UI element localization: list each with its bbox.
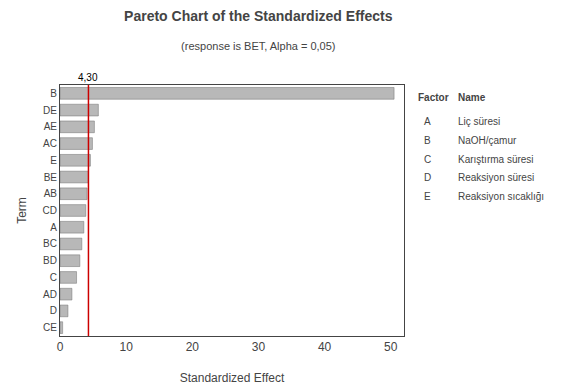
svg-text:Karıştırma süresi: Karıştırma süresi [458, 154, 534, 165]
svg-text:C: C [424, 154, 431, 165]
svg-text:Factor: Factor [418, 92, 449, 103]
svg-text:CD: CD [43, 205, 57, 216]
svg-text:E: E [424, 191, 431, 202]
svg-text:40: 40 [318, 340, 332, 354]
svg-text:Term: Term [15, 197, 29, 224]
svg-text:A: A [424, 116, 431, 127]
svg-text:B: B [424, 135, 431, 146]
svg-text:NaOH/çamur: NaOH/çamur [458, 135, 517, 146]
svg-text:DE: DE [43, 105, 57, 116]
svg-text:D: D [424, 172, 431, 183]
svg-text:CE: CE [43, 322, 57, 333]
svg-text:Pareto Chart of the Standardiz: Pareto Chart of the Standardized Effects [124, 8, 393, 24]
svg-text:D: D [50, 305, 57, 316]
svg-text:E: E [50, 155, 57, 166]
svg-text:Standardized Effect: Standardized Effect [180, 371, 285, 385]
svg-text:BD: BD [43, 255, 57, 266]
svg-text:BC: BC [43, 238, 57, 249]
svg-text:AE: AE [44, 121, 58, 132]
svg-text:10: 10 [119, 340, 133, 354]
svg-text:AB: AB [44, 188, 58, 199]
svg-text:50: 50 [384, 340, 398, 354]
svg-text:4,30: 4,30 [78, 72, 98, 83]
svg-text:0: 0 [57, 340, 64, 354]
svg-text:Reaksiyon sıcaklığı: Reaksiyon sıcaklığı [458, 191, 544, 202]
svg-text:B: B [50, 88, 57, 99]
svg-text:Reaksiyon süresi: Reaksiyon süresi [458, 172, 534, 183]
svg-text:A: A [50, 222, 57, 233]
svg-text:(response is BET, Alpha = 0,05: (response is BET, Alpha = 0,05) [181, 40, 335, 52]
svg-text:20: 20 [186, 340, 200, 354]
svg-text:Name: Name [458, 92, 486, 103]
svg-text:30: 30 [252, 340, 266, 354]
svg-text:AC: AC [43, 138, 57, 149]
svg-text:AD: AD [43, 289, 57, 300]
svg-text:C: C [50, 272, 57, 283]
svg-text:Liç süresi: Liç süresi [458, 116, 500, 127]
svg-text:BE: BE [44, 172, 58, 183]
